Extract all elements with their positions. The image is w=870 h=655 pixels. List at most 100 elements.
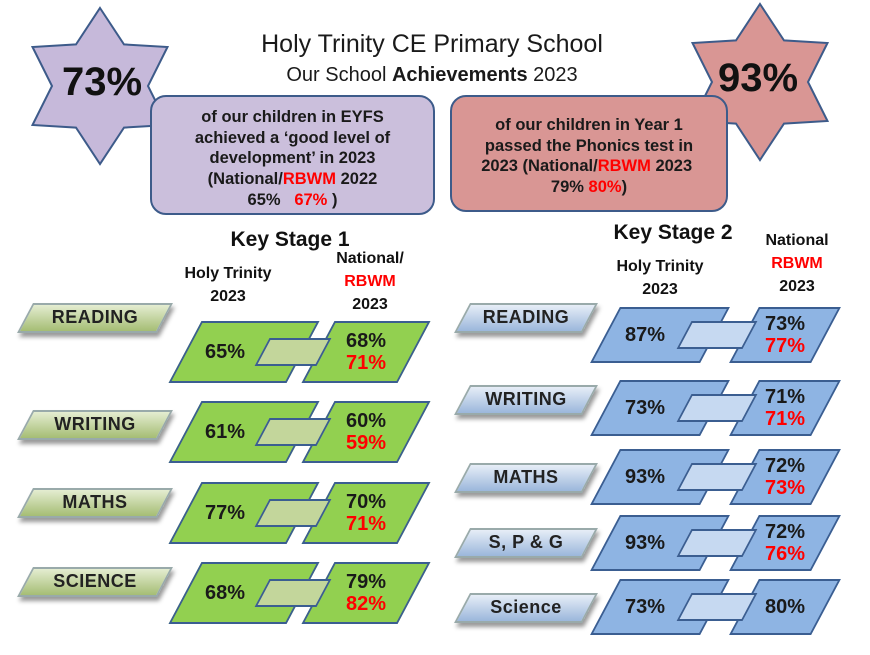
subject: S, P & G <box>488 532 564 553</box>
school-value: 65% <box>205 341 246 363</box>
national-box-content: 68% 71% <box>320 323 412 381</box>
subject-label-content: MATHS <box>464 465 588 491</box>
subtitle-bold: Achievements <box>391 64 528 86</box>
school-value: 73% <box>625 397 666 419</box>
school-value: 93% <box>625 466 666 488</box>
connector-content <box>686 323 748 347</box>
subject-label: MATHS <box>17 488 173 518</box>
eyfs-text: of our children in EYFS achieved a ‘good… <box>194 108 391 168</box>
rbwm-value: 59% <box>345 432 387 454</box>
subtitle: Our School Achievements 2023 <box>180 64 684 87</box>
subject: MATHS <box>493 467 559 488</box>
connector <box>254 338 332 366</box>
column-header: Holy Trinity <box>616 258 704 275</box>
school-value: 61% <box>205 421 246 443</box>
connector-content <box>686 465 748 489</box>
eyfs-box: of our children in EYFS achieved a ‘good… <box>150 95 435 215</box>
subject-label: MATHS <box>454 463 598 493</box>
phonics-box: of our children in Year 1 passed the Pho… <box>450 95 728 212</box>
subject: SCIENCE <box>53 571 137 592</box>
column-header: RBWM <box>344 273 396 290</box>
national-box-content: 72% 76% <box>746 517 824 569</box>
national-box-content: 71% 71% <box>746 382 824 434</box>
year: 2023 <box>655 157 693 176</box>
subject-label: READING <box>454 303 598 333</box>
school-value: 77% <box>205 502 246 524</box>
column-header: 2023 <box>352 296 388 313</box>
subject-label-content: S, P & G <box>464 530 588 556</box>
rbwm-value: 67% <box>294 190 328 209</box>
label: (National/ <box>522 157 598 176</box>
star-value: 93% <box>718 56 799 100</box>
national-value: 72% <box>764 455 806 477</box>
school-value: 68% <box>205 582 246 604</box>
subject-label-content: MATHS <box>27 490 163 516</box>
rbwm-value: 73% <box>764 477 806 499</box>
connector <box>676 394 758 422</box>
rbwm-value: 80% <box>588 177 622 196</box>
column-header: 2023 <box>642 281 678 298</box>
national-value: 68% <box>345 330 387 352</box>
subject-label-content: Science <box>464 595 588 621</box>
connector <box>676 321 758 349</box>
connector <box>254 579 332 607</box>
school-value: 93% <box>625 532 666 554</box>
subject: WRITING <box>485 389 567 410</box>
rbwm-value: 71% <box>345 513 387 535</box>
rbwm-value: 71% <box>764 408 806 430</box>
column-header: National <box>765 232 829 249</box>
title: Holy Trinity CE Primary School <box>261 30 603 58</box>
column-header: Holy Trinity <box>184 265 272 282</box>
column-header: 2023 <box>779 278 815 295</box>
subject: READING <box>51 307 139 328</box>
subject-label: WRITING <box>17 410 173 440</box>
label: (National/ <box>207 169 283 188</box>
subject-label: READING <box>17 303 173 333</box>
national-box-content: 72% 73% <box>746 451 824 503</box>
connector-content <box>686 396 748 420</box>
subject-label-content: WRITING <box>464 387 588 413</box>
rbwm-value: 71% <box>345 352 387 374</box>
subject-label-content: READING <box>27 305 163 331</box>
close: ) <box>621 177 628 196</box>
connector-content <box>264 501 322 525</box>
subject-label-content: READING <box>464 305 588 331</box>
section-title: Key Stage 1 <box>230 228 350 251</box>
subject: MATHS <box>62 492 128 513</box>
year: 2022 <box>340 169 378 188</box>
national-value: 73% <box>764 313 806 335</box>
school-value: 87% <box>625 324 666 346</box>
national-value: 70% <box>345 491 387 513</box>
national-box-content: 60% 59% <box>320 403 412 461</box>
connector <box>254 499 332 527</box>
national-box-content: 80% <box>746 581 824 633</box>
subject: Science <box>490 597 562 618</box>
connector-content <box>264 340 322 364</box>
national-value: 79% <box>345 571 387 593</box>
connector-content <box>686 595 748 619</box>
national-value: 60% <box>345 410 387 432</box>
subject-label-content: SCIENCE <box>27 569 163 595</box>
national-value: 72% <box>764 521 806 543</box>
close: ) <box>331 190 338 209</box>
subject-label: S, P & G <box>454 528 598 558</box>
national-box-content: 70% 71% <box>320 484 412 542</box>
subtitle-year: 2023 <box>533 64 578 86</box>
subject-label-content: WRITING <box>27 412 163 438</box>
national-value: 71% <box>764 386 806 408</box>
column-header: RBWM <box>771 255 823 272</box>
school-value: 73% <box>625 596 666 618</box>
national-value: 79% <box>550 177 584 196</box>
connector <box>676 463 758 491</box>
national-value: 65% <box>247 190 281 209</box>
label: RBWM <box>282 169 336 188</box>
column-header: 2023 <box>210 288 246 305</box>
phonics-text: of our children in Year 1 passed the Pho… <box>481 116 694 176</box>
connector-content <box>686 531 748 555</box>
star-value: 73% <box>62 60 143 104</box>
rbwm-value: 82% <box>345 593 387 615</box>
column-header: National/ <box>336 250 404 267</box>
subject-label: WRITING <box>454 385 598 415</box>
national-box-content: 79% 82% <box>320 564 412 622</box>
